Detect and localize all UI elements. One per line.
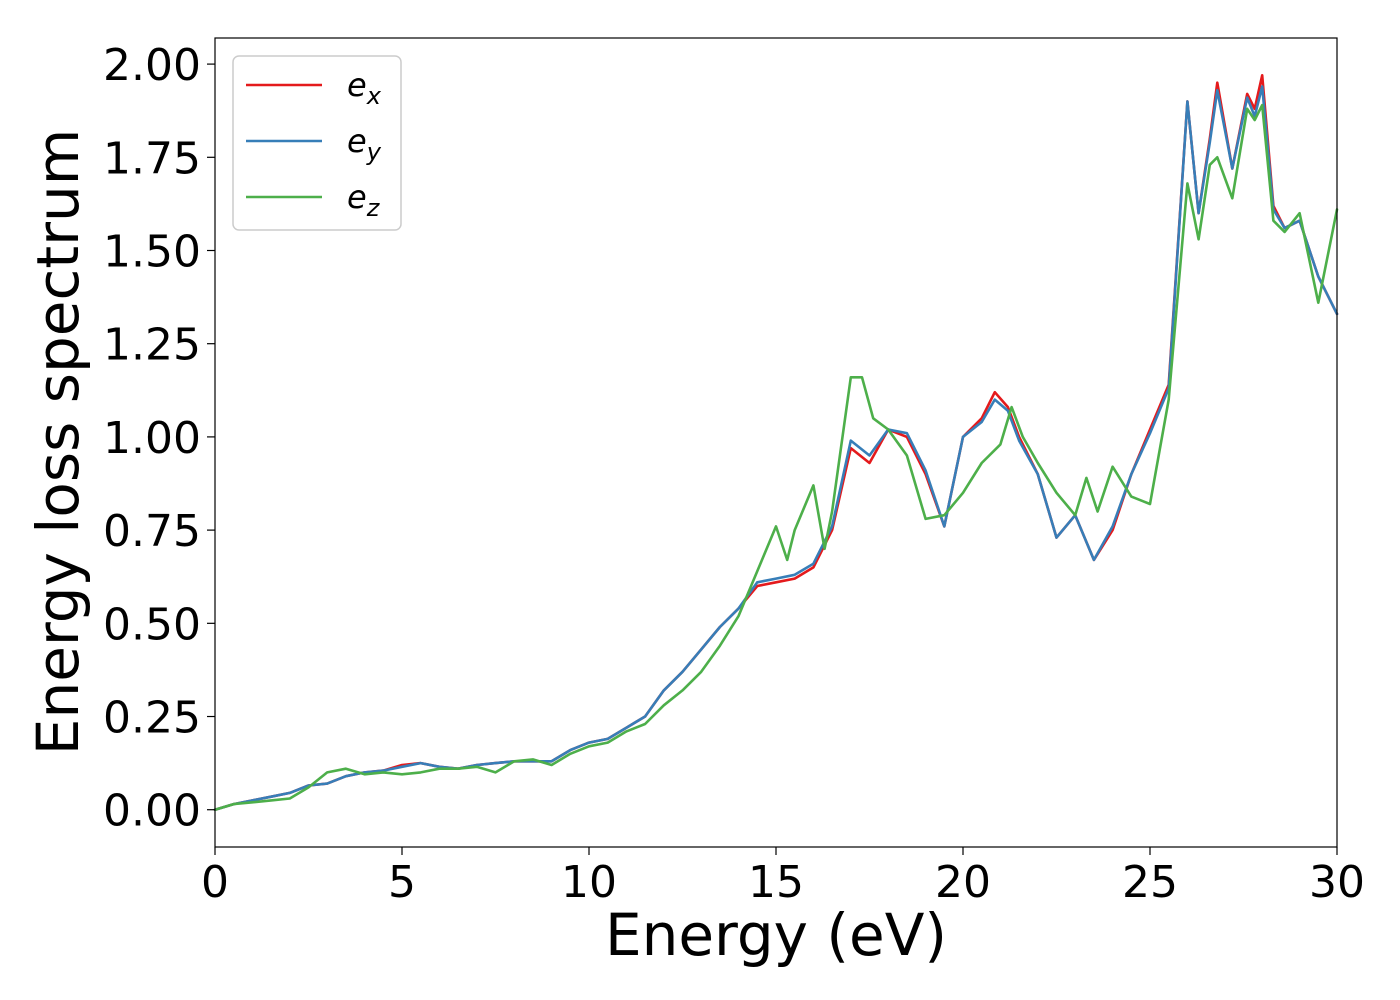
- series-line-ez: [213, 103, 1339, 811]
- x-tick-label: 0: [201, 857, 229, 908]
- y-tick-label: 1.00: [103, 413, 201, 464]
- y-axis-ticks: 0.00 0.25 0.50 0.75 1.00 1.25 1.50 1.75 2.00: [103, 40, 215, 837]
- x-tick-label: 5: [388, 857, 416, 908]
- x-tick-label: 25: [1122, 857, 1178, 908]
- y-tick-label: 1.50: [103, 227, 201, 278]
- y-tick-label: 1.25: [103, 320, 201, 371]
- y-tick-label: 0.50: [103, 599, 201, 650]
- y-tick-label: 1.75: [103, 133, 201, 184]
- legend-label-subscript: z: [366, 194, 381, 222]
- x-axis-ticks: 0 5 10 15 20 25 30: [201, 847, 1365, 908]
- legend-label-base: e: [347, 66, 367, 104]
- x-tick-label: 15: [748, 857, 804, 908]
- y-tick-label: 2.00: [103, 40, 201, 91]
- legend-label-subscript: x: [366, 82, 382, 110]
- y-tick-label: 0.25: [103, 693, 201, 744]
- legend-label-base: e: [347, 122, 367, 160]
- legend-label-base: e: [347, 178, 367, 216]
- legend-label-ez: ez: [347, 178, 381, 222]
- legend-label-ex: ex: [347, 66, 382, 110]
- x-tick-label: 20: [935, 857, 991, 908]
- x-tick-label: 30: [1309, 857, 1365, 908]
- y-tick-label: 0.75: [103, 506, 201, 557]
- legend-label-ey: ey: [347, 122, 382, 166]
- x-axis-title: Energy (eV): [605, 901, 947, 969]
- y-tick-label: 0.00: [103, 786, 201, 837]
- legend-box: [232, 55, 402, 231]
- series-lines: [213, 74, 1339, 811]
- x-tick-label: 10: [561, 857, 617, 908]
- legend-label-subscript: y: [366, 138, 382, 166]
- y-axis-title: Energy loss spectrum: [24, 129, 92, 755]
